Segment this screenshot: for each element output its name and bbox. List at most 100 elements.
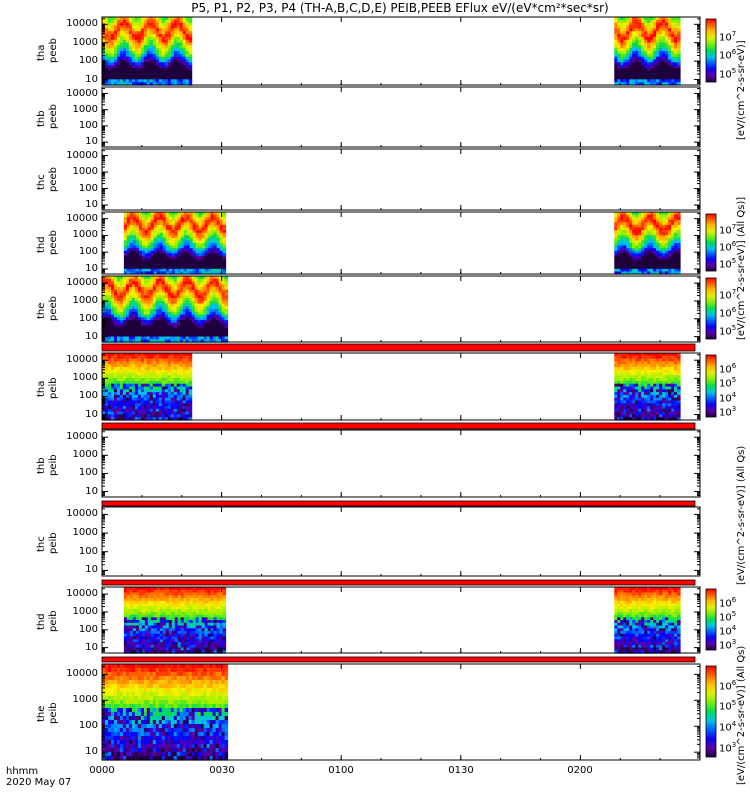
- spectrogram-cell: [656, 217, 660, 221]
- spectrogram-cell: [131, 82, 136, 86]
- spectrogram-cell: [662, 59, 666, 63]
- spectrogram-cell: [108, 53, 112, 58]
- spectrogram-cell: [147, 243, 152, 247]
- spectrogram-cell: [137, 42, 142, 46]
- spectrogram-cell: [171, 268, 176, 272]
- spectrogram-cell: [191, 328, 196, 332]
- spectrogram-cell: [146, 317, 151, 321]
- spectrogram-cell: [108, 417, 112, 421]
- spectrogram-cell: [212, 276, 217, 280]
- spectrogram-cell: [149, 314, 154, 318]
- spectrogram-cell: [168, 266, 173, 270]
- spectrogram-cell: [629, 82, 633, 86]
- spectrogram-cell: [188, 292, 193, 296]
- spectrogram-cell: [134, 79, 139, 83]
- spectrogram-cell: [659, 214, 663, 218]
- spectrogram-cell: [111, 17, 115, 21]
- spectrogram-cell: [188, 320, 193, 324]
- spectrogram-cell: [119, 48, 124, 52]
- spectrogram-cell: [641, 53, 645, 58]
- spectrogram-cell: [152, 353, 157, 357]
- spectrogram-cell: [638, 82, 642, 86]
- spectrogram-cell: [188, 278, 193, 283]
- spectrogram-cell: [620, 73, 624, 78]
- spectrogram-cell: [170, 76, 175, 80]
- spectrogram-cell: [176, 328, 181, 332]
- spectrogram-cell: [174, 227, 179, 231]
- spectrogram-cell: [668, 51, 672, 55]
- spectrogram-cell: [128, 309, 133, 313]
- spectrogram-cell: [677, 217, 681, 221]
- spectrogram-cell: [221, 309, 226, 313]
- spectrogram-cell: [212, 336, 217, 340]
- spectrogram-cell: [176, 56, 181, 61]
- spectrogram-cell: [138, 240, 143, 244]
- spectrogram-cell: [626, 369, 630, 374]
- spectrogram-cell: [635, 411, 639, 415]
- spectrogram-cell: [203, 295, 208, 299]
- spectrogram-cell: [111, 276, 115, 280]
- spectrogram-cell: [122, 59, 127, 63]
- spectrogram-cell: [164, 408, 169, 413]
- spectrogram-cell: [135, 219, 140, 223]
- spectrogram-cell: [150, 253, 155, 257]
- spectrogram-cell: [114, 380, 118, 385]
- spectrogram-cell: [173, 53, 178, 58]
- spectrogram-cell: [659, 17, 663, 21]
- spectrogram-cell: [185, 36, 190, 41]
- spectrogram-cell: [158, 295, 163, 299]
- spectrogram-cell: [662, 248, 666, 252]
- spectrogram-cell: [656, 240, 660, 244]
- spectrogram-cell: [108, 355, 112, 360]
- spectrogram-cell: [111, 36, 115, 41]
- spectrogram-cell: [626, 36, 630, 41]
- spectrogram-cell: [629, 406, 633, 410]
- spectrogram-cell: [123, 250, 128, 254]
- spectrogram-cell: [623, 266, 627, 270]
- spectrogram-cell: [143, 386, 148, 390]
- spectrogram-cell: [170, 361, 175, 365]
- spectrogram-cell: [210, 271, 215, 275]
- spectrogram-cell: [677, 31, 681, 35]
- spectrogram-cell: [176, 389, 181, 393]
- spectrogram-cell: [650, 250, 654, 254]
- spectrogram-cell: [176, 300, 181, 305]
- spectrogram-cell: [173, 353, 178, 357]
- spectrogram-cell: [644, 268, 648, 272]
- spectrogram-cell: [156, 230, 161, 234]
- spectrogram-cell: [650, 217, 654, 221]
- spectrogram-cell: [125, 403, 130, 407]
- spectrogram-cell: [146, 65, 151, 69]
- spectrogram-cell: [122, 364, 127, 368]
- spectrogram-cell: [164, 303, 169, 307]
- spectrogram-cell: [188, 22, 193, 27]
- panel-frame: [101, 16, 701, 86]
- spectrogram-cell: [140, 328, 145, 332]
- spectrogram-cell: [132, 232, 137, 236]
- spectrogram-cell: [173, 284, 178, 288]
- spectrogram-cell: [156, 222, 161, 226]
- spectrogram-cell: [647, 227, 651, 231]
- spectrogram-cell: [668, 258, 672, 262]
- spectrogram-cell: [105, 62, 109, 66]
- spectrogram-cell: [617, 42, 621, 46]
- spectrogram-cell: [146, 56, 151, 61]
- spectrogram-cell: [182, 306, 187, 310]
- spectrogram-cell: [641, 17, 645, 21]
- spectrogram-cell: [638, 261, 642, 265]
- spectrogram-cell: [108, 34, 112, 38]
- spectrogram-cell: [122, 76, 127, 80]
- spectrogram-cell: [623, 386, 627, 390]
- spectrogram-cell: [161, 336, 166, 340]
- spectrogram-cell: [188, 364, 193, 368]
- spectrogram-cell: [137, 306, 142, 310]
- spectrogram-cell: [143, 378, 148, 382]
- spectrogram-cell: [128, 76, 133, 80]
- spectrogram-cell: [155, 389, 160, 393]
- spectrogram-cell: [161, 333, 166, 338]
- spectrogram-cell: [656, 39, 660, 44]
- spectrogram-cell: [137, 45, 142, 49]
- spectrogram-cell: [155, 314, 160, 318]
- spectrogram-cell: [632, 34, 636, 38]
- spectrogram-cell: [213, 248, 218, 252]
